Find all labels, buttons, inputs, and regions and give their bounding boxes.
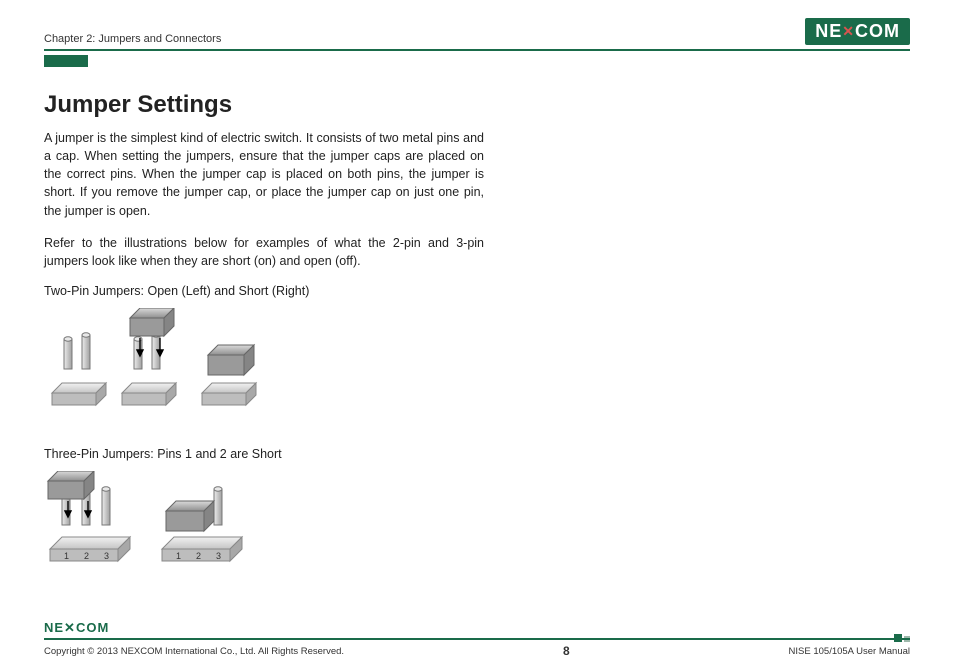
footer-logo: NE✕COM bbox=[44, 620, 910, 636]
caption-two-pin: Two-Pin Jumpers: Open (Left) and Short (… bbox=[44, 284, 484, 298]
paragraph-1: A jumper is the simplest kind of electri… bbox=[44, 129, 484, 220]
chapter-label: Chapter 2: Jumpers and Connectors bbox=[44, 33, 221, 45]
footer-copyright: Copyright © 2013 NEXCOM International Co… bbox=[44, 646, 344, 657]
caption-three-pin: Three-Pin Jumpers: Pins 1 and 2 are Shor… bbox=[44, 447, 484, 461]
pin-label-1: 1 bbox=[64, 551, 69, 561]
paragraph-2: Refer to the illustrations below for exa… bbox=[44, 234, 484, 270]
page-title: Jumper Settings bbox=[44, 91, 484, 119]
main-content: Jumper Settings A jumper is the simplest… bbox=[44, 91, 484, 594]
pin-label-3: 3 bbox=[104, 551, 109, 561]
footer-rule bbox=[44, 638, 910, 640]
pin-label-1b: 1 bbox=[176, 551, 181, 561]
footer-page-number: 8 bbox=[563, 644, 570, 658]
header-rule bbox=[44, 49, 910, 51]
logo-part-1: NE bbox=[815, 21, 842, 42]
footer: NE✕COM Copyright © 2013 NEXCOM Internati… bbox=[44, 620, 910, 658]
diagram-three-pin: 1 2 3 bbox=[44, 471, 274, 571]
pin-label-2b: 2 bbox=[196, 551, 201, 561]
logo-part-2: COM bbox=[855, 21, 900, 42]
pin-label-2: 2 bbox=[84, 551, 89, 561]
header-logo: NE✕COM bbox=[805, 18, 910, 45]
footer-manual: NISE 105/105A User Manual bbox=[789, 646, 910, 657]
diagram-two-pin bbox=[44, 308, 274, 418]
header-tab bbox=[44, 55, 88, 67]
pin-label-3b: 3 bbox=[216, 551, 221, 561]
